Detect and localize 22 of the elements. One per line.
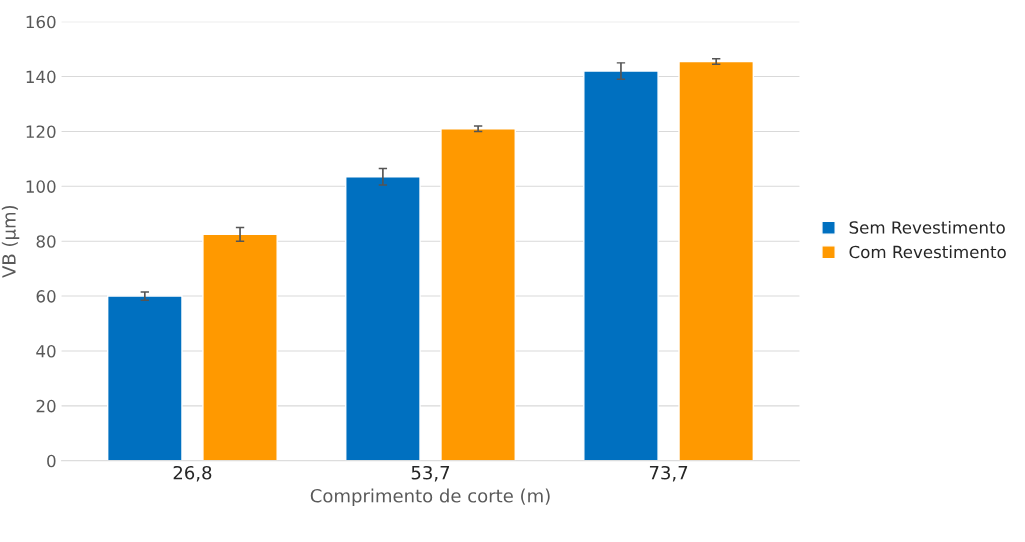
x-tick-label: 73,7 — [649, 465, 688, 482]
bar — [678, 60, 755, 461]
legend-label: Com Revestimento — [849, 245, 1006, 259]
y-tick-label: 140 — [26, 70, 56, 84]
bar — [583, 70, 659, 461]
bar — [345, 176, 421, 461]
y-tick-label: 0 — [47, 454, 56, 468]
y-tick-label: 20 — [36, 399, 56, 413]
bar — [106, 295, 183, 461]
y-tick-label: 160 — [26, 15, 56, 29]
y-tick-label: 80 — [36, 235, 56, 248]
bar — [202, 233, 278, 461]
y-tick-label: 60 — [36, 290, 56, 303]
y-tick-label: 40 — [36, 344, 56, 358]
bar — [440, 127, 516, 461]
x-tick-label: 53,7 — [411, 465, 450, 482]
y-axis-title: VB (µm) — [1, 205, 20, 278]
x-tick-label: 26,8 — [173, 465, 212, 482]
y-tick-label: 100 — [26, 180, 56, 193]
legend-label: Sem Revestimento — [849, 220, 1005, 234]
x-axis-title: Comprimento de corte (m) — [310, 488, 550, 507]
y-tick-label: 120 — [26, 125, 56, 138]
